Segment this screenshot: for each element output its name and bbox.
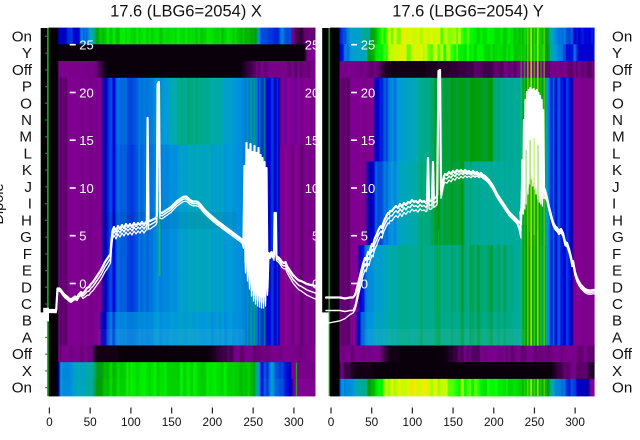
svg-text:15: 15 xyxy=(79,133,93,148)
svg-text:20: 20 xyxy=(361,85,375,100)
svg-text:5: 5 xyxy=(312,229,319,244)
svg-text:Off: Off xyxy=(612,346,633,363)
svg-text:H: H xyxy=(21,212,32,229)
svg-text:C: C xyxy=(21,296,32,313)
svg-text:Off: Off xyxy=(12,346,33,363)
svg-text:300: 300 xyxy=(284,415,304,429)
svg-text:0: 0 xyxy=(79,276,86,291)
svg-text:50: 50 xyxy=(84,415,98,429)
svg-text:X: X xyxy=(612,363,622,380)
svg-text:L: L xyxy=(24,146,32,163)
svg-text:15: 15 xyxy=(305,133,319,148)
svg-text:0: 0 xyxy=(312,276,319,291)
svg-text:17.6 (LBG6=2054) X: 17.6 (LBG6=2054) X xyxy=(110,3,262,21)
svg-text:C: C xyxy=(612,296,623,313)
svg-text:150: 150 xyxy=(162,415,182,429)
svg-text:On: On xyxy=(12,380,32,397)
svg-text:10: 10 xyxy=(79,181,93,196)
svg-text:J: J xyxy=(612,179,620,196)
svg-text:200: 200 xyxy=(484,415,504,429)
svg-text:50: 50 xyxy=(365,415,379,429)
svg-text:25: 25 xyxy=(79,38,93,53)
svg-text:G: G xyxy=(612,229,624,246)
svg-text:I: I xyxy=(612,196,616,213)
svg-text:Dipole: Dipole xyxy=(0,183,7,224)
svg-text:Y: Y xyxy=(612,45,622,62)
svg-text:I: I xyxy=(28,196,32,213)
svg-text:D: D xyxy=(612,279,623,296)
svg-text:25: 25 xyxy=(361,38,375,53)
svg-text:L: L xyxy=(612,146,620,163)
svg-text:17.6 (LBG6=2054) Y: 17.6 (LBG6=2054) Y xyxy=(392,3,544,21)
svg-text:N: N xyxy=(612,112,623,129)
svg-text:300: 300 xyxy=(565,415,585,429)
svg-text:5: 5 xyxy=(361,229,368,244)
svg-text:20: 20 xyxy=(79,85,93,100)
svg-text:25: 25 xyxy=(305,38,319,53)
svg-text:A: A xyxy=(22,330,33,347)
svg-text:M: M xyxy=(19,129,32,146)
svg-text:P: P xyxy=(612,79,622,96)
svg-text:G: G xyxy=(20,229,32,246)
svg-text:10: 10 xyxy=(305,181,319,196)
svg-text:0: 0 xyxy=(46,415,53,429)
svg-text:Y: Y xyxy=(22,45,32,62)
svg-text:On: On xyxy=(612,380,632,397)
svg-text:E: E xyxy=(22,263,32,280)
svg-text:20: 20 xyxy=(305,85,319,100)
svg-text:N: N xyxy=(21,112,32,129)
svg-text:100: 100 xyxy=(121,415,141,429)
svg-text:F: F xyxy=(23,246,32,263)
svg-text:200: 200 xyxy=(203,415,223,429)
svg-text:On: On xyxy=(12,28,32,45)
svg-text:Off: Off xyxy=(612,62,633,79)
svg-text:O: O xyxy=(612,95,624,112)
svg-text:P: P xyxy=(22,79,32,96)
svg-text:250: 250 xyxy=(525,415,545,429)
svg-text:K: K xyxy=(612,162,622,179)
svg-text:B: B xyxy=(612,313,622,330)
svg-text:10: 10 xyxy=(361,181,375,196)
svg-text:D: D xyxy=(21,279,32,296)
svg-text:0: 0 xyxy=(361,276,368,291)
svg-text:H: H xyxy=(612,212,623,229)
svg-text:O: O xyxy=(20,95,32,112)
svg-text:K: K xyxy=(22,162,32,179)
svg-text:X: X xyxy=(22,363,32,380)
svg-text:5: 5 xyxy=(79,229,86,244)
svg-text:A: A xyxy=(612,330,623,347)
svg-text:15: 15 xyxy=(361,133,375,148)
svg-text:On: On xyxy=(612,28,632,45)
svg-text:150: 150 xyxy=(443,415,463,429)
svg-text:M: M xyxy=(612,129,625,146)
svg-text:F: F xyxy=(612,246,621,263)
svg-text:250: 250 xyxy=(243,415,263,429)
svg-text:0: 0 xyxy=(328,415,335,429)
svg-text:100: 100 xyxy=(403,415,423,429)
svg-text:J: J xyxy=(24,179,32,196)
svg-text:E: E xyxy=(612,263,622,280)
svg-text:B: B xyxy=(22,313,32,330)
svg-text:Off: Off xyxy=(12,62,33,79)
